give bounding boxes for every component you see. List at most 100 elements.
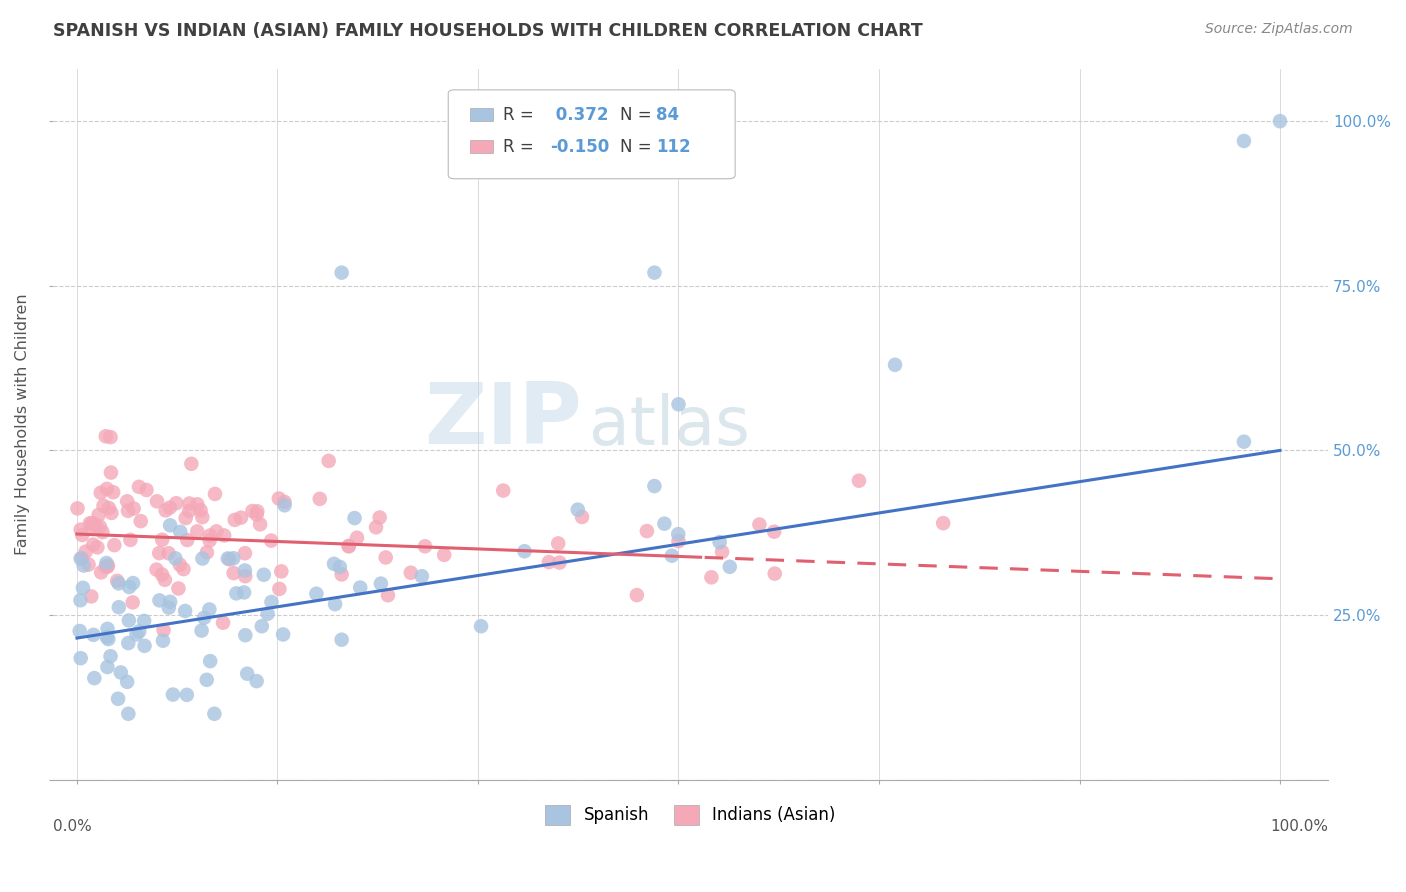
Point (145, 563, 167, 577)
Point (330, 632, 353, 647)
Point (654, 516, 676, 531)
Point (69, 551, 91, 566)
Point (218, 552, 240, 566)
Point (176, 688, 198, 702)
Point (115, 674, 138, 689)
Point (636, 524, 658, 538)
Text: Source: ZipAtlas.com: Source: ZipAtlas.com (1205, 22, 1353, 37)
Point (884, 358, 907, 372)
Point (932, 516, 955, 531)
Point (269, 582, 291, 596)
Point (157, 600, 180, 615)
Point (117, 636, 139, 650)
Point (217, 551, 239, 566)
Point (96, 482, 118, 496)
Point (69, 651, 91, 665)
Point (212, 528, 235, 542)
Point (75, 544, 97, 558)
Point (162, 688, 184, 702)
Point (270, 565, 292, 579)
Point (267, 491, 290, 506)
Point (229, 510, 252, 524)
Point (135, 483, 157, 497)
Point (100, 506, 122, 520)
Point (567, 502, 589, 516)
Point (69, 624, 91, 638)
Point (718, 559, 741, 574)
Point (90, 566, 112, 580)
Point (318, 454, 340, 468)
Point (82, 538, 104, 552)
Point (308, 491, 330, 506)
Point (349, 581, 371, 595)
Point (80, 519, 103, 533)
Point (176, 533, 198, 547)
Point (100, 466, 122, 480)
Point (129, 514, 152, 528)
Point (399, 566, 422, 580)
Point (79, 516, 101, 531)
Text: 112: 112 (657, 137, 690, 156)
Point (337, 539, 360, 553)
Point (101, 485, 124, 500)
Point (204, 487, 226, 501)
Point (120, 533, 142, 547)
Point (87, 508, 110, 522)
Point (118, 614, 141, 628)
Point (191, 510, 214, 524)
Point (246, 508, 269, 522)
Point (222, 566, 245, 580)
Point (122, 576, 145, 591)
Point (205, 524, 228, 539)
Point (643, 266, 665, 280)
Point (107, 691, 129, 706)
Point (195, 673, 218, 687)
Point (122, 501, 145, 516)
Point (134, 639, 156, 653)
Point (159, 595, 181, 609)
Point (66, 501, 89, 516)
Point (83, 671, 105, 685)
Point (153, 573, 176, 587)
Point (666, 527, 689, 541)
Text: -0.150: -0.150 (550, 137, 610, 156)
Point (337, 540, 360, 554)
Point (108, 600, 131, 615)
Point (107, 576, 129, 591)
Point (202, 706, 225, 721)
Text: 100.0%: 100.0% (1270, 819, 1329, 834)
Text: 84: 84 (657, 106, 679, 124)
Point (1233, 134, 1256, 148)
Legend: Spanish, Indians (Asian): Spanish, Indians (Asian) (538, 798, 842, 831)
Point (709, 535, 731, 549)
Point (329, 560, 352, 574)
Point (186, 524, 208, 539)
Point (174, 511, 197, 525)
Point (848, 474, 870, 488)
Point (118, 580, 141, 594)
Point (242, 504, 264, 518)
Point (134, 614, 156, 628)
Point (233, 569, 256, 583)
Point (97, 501, 120, 516)
Point (117, 504, 139, 518)
Point (150, 533, 173, 547)
Point (128, 624, 150, 639)
Point (148, 593, 170, 607)
Point (169, 558, 191, 572)
Point (413, 539, 436, 553)
Point (246, 674, 269, 689)
Point (69, 523, 91, 537)
Point (250, 619, 273, 633)
Point (343, 511, 366, 525)
Point (364, 520, 387, 534)
Point (748, 517, 770, 532)
Point (256, 607, 278, 621)
Point (198, 528, 221, 542)
Point (548, 556, 571, 570)
Point (700, 570, 723, 584)
Point (94, 429, 117, 443)
Point (433, 548, 456, 562)
Point (117, 706, 139, 721)
Point (89, 519, 111, 533)
